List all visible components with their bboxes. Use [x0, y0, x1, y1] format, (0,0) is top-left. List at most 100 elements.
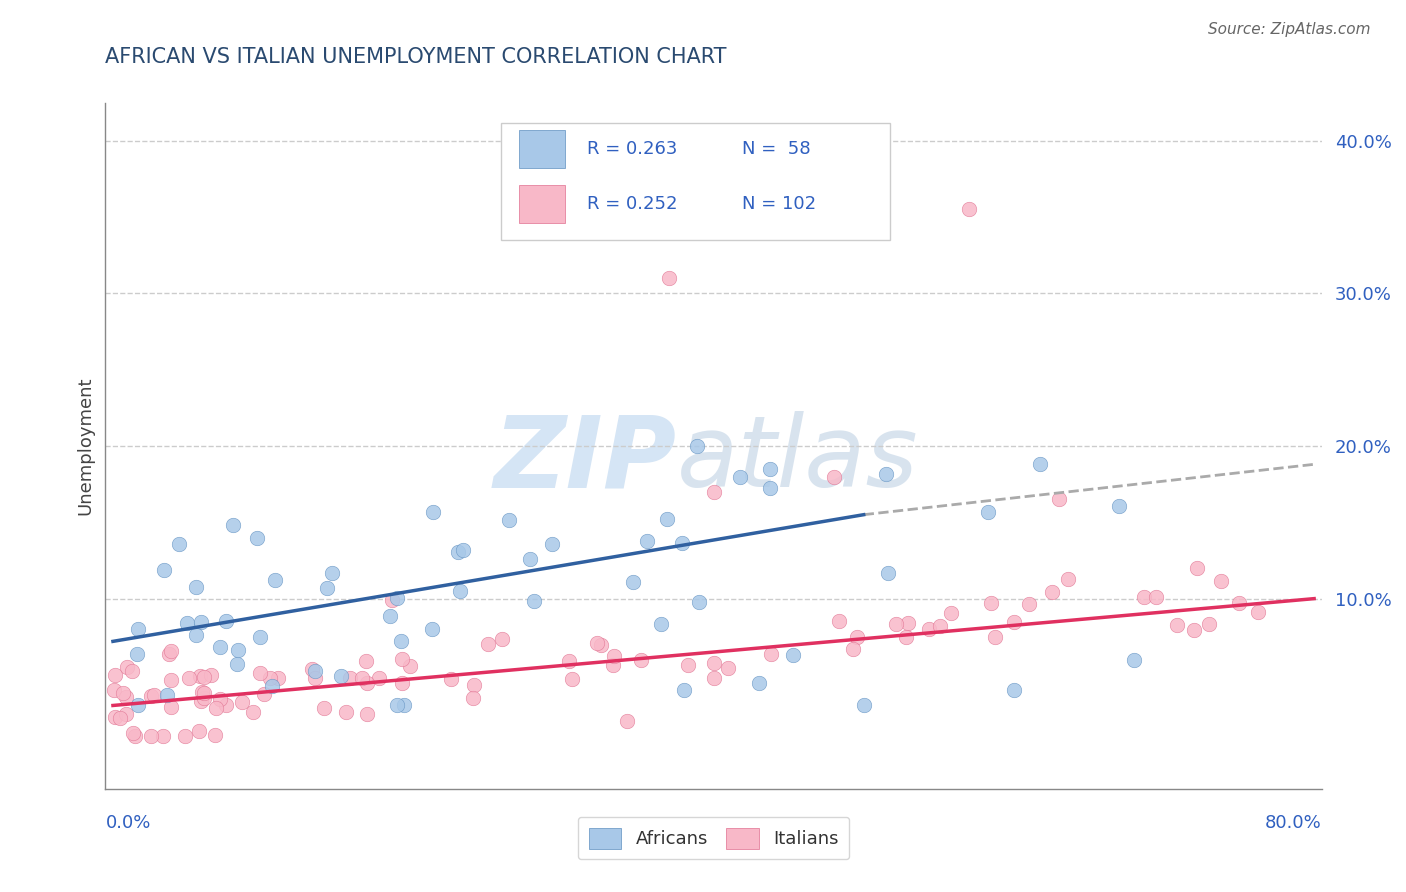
Point	[193, 670, 215, 684]
Point	[688, 595, 710, 609]
Point	[157, 647, 180, 661]
Point	[1198, 617, 1220, 632]
Point	[350, 671, 373, 685]
Point	[928, 619, 950, 633]
Text: N =  58: N = 58	[741, 140, 810, 158]
Point	[205, 701, 228, 715]
Point	[304, 665, 326, 679]
Point	[957, 202, 980, 217]
Point	[519, 551, 541, 566]
Point	[841, 642, 863, 657]
Point	[621, 574, 644, 589]
Point	[702, 484, 725, 499]
Point	[703, 656, 725, 670]
Point	[115, 660, 138, 674]
Text: atlas: atlas	[678, 411, 918, 508]
Point	[152, 729, 174, 743]
Point	[591, 638, 613, 652]
Text: ZIP: ZIP	[494, 411, 678, 508]
Text: 0.0%: 0.0%	[105, 814, 150, 831]
Point	[655, 511, 678, 525]
Point	[200, 668, 222, 682]
Point	[672, 683, 695, 698]
Point	[1166, 618, 1188, 632]
Point	[381, 593, 404, 607]
Point	[225, 657, 247, 671]
Point	[321, 566, 343, 580]
Point	[368, 671, 391, 685]
Point	[678, 658, 700, 673]
Point	[657, 271, 679, 285]
Point	[875, 467, 897, 481]
Point	[330, 668, 353, 682]
Point	[191, 685, 214, 699]
Point	[630, 653, 652, 667]
Point	[1047, 492, 1070, 507]
Point	[215, 698, 238, 713]
Point	[918, 622, 941, 636]
Point	[312, 701, 335, 715]
Point	[112, 686, 135, 700]
Point	[1185, 561, 1208, 575]
Point	[124, 729, 146, 743]
Point	[141, 729, 163, 743]
Point	[184, 628, 207, 642]
Point	[104, 710, 127, 724]
Point	[242, 705, 264, 719]
Point	[728, 469, 751, 483]
Point	[316, 582, 339, 596]
Point	[208, 640, 231, 654]
Point	[169, 536, 191, 550]
Point	[226, 643, 249, 657]
Point	[422, 505, 444, 519]
Text: R = 0.263: R = 0.263	[588, 140, 678, 158]
Text: N = 102: N = 102	[741, 194, 815, 213]
Point	[143, 688, 166, 702]
Point	[174, 729, 197, 743]
Point	[977, 505, 1000, 519]
Point	[115, 690, 138, 704]
Point	[103, 683, 125, 698]
Point	[394, 698, 416, 713]
Legend: Africans, Italians: Africans, Italians	[578, 817, 849, 859]
Point	[190, 615, 212, 629]
Point	[222, 518, 245, 533]
Point	[671, 535, 693, 549]
Point	[184, 580, 207, 594]
Point	[301, 662, 323, 676]
Point	[190, 694, 212, 708]
Point	[1227, 596, 1250, 610]
Point	[391, 652, 413, 666]
Point	[602, 658, 624, 673]
Point	[561, 672, 583, 686]
Point	[380, 609, 402, 624]
Point	[1144, 590, 1167, 604]
Point	[1247, 605, 1270, 619]
Point	[939, 607, 962, 621]
Point	[477, 637, 499, 651]
Point	[761, 647, 783, 661]
Point	[897, 615, 920, 630]
Point	[260, 679, 283, 693]
Point	[748, 675, 770, 690]
Bar	[519, 185, 565, 223]
Point	[453, 543, 475, 558]
Point	[187, 724, 209, 739]
Point	[193, 691, 215, 706]
Point	[636, 534, 658, 549]
Point	[249, 631, 271, 645]
Point	[1018, 597, 1040, 611]
Point	[1040, 584, 1063, 599]
Point	[125, 647, 148, 661]
Point	[1028, 457, 1050, 471]
FancyBboxPatch shape	[501, 123, 890, 240]
Point	[354, 654, 377, 668]
Point	[231, 695, 253, 709]
Point	[115, 706, 138, 721]
Point	[759, 462, 782, 476]
Point	[586, 636, 609, 650]
Point	[420, 622, 443, 636]
Point	[159, 644, 181, 658]
Point	[399, 659, 422, 673]
Point	[884, 616, 907, 631]
